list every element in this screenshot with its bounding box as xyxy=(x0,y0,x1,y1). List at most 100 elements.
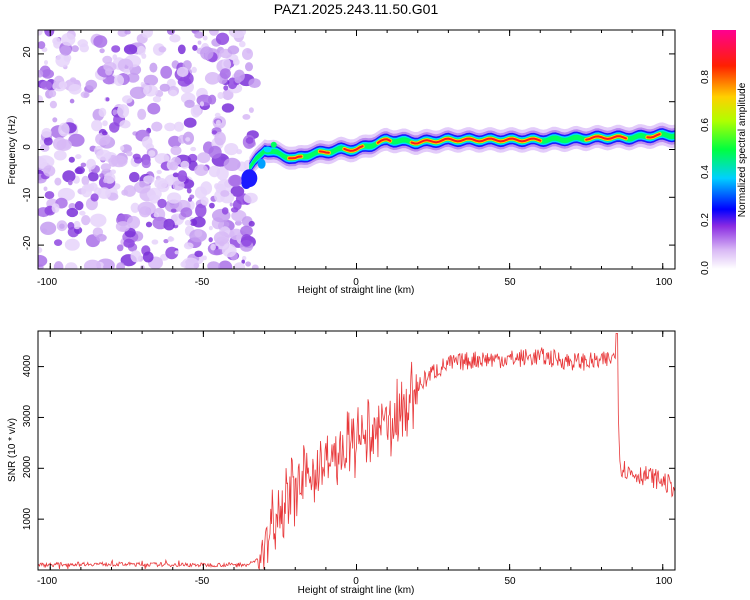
top-yaxis-label: Frequency (Hz) xyxy=(7,116,18,185)
noise-blob xyxy=(222,89,234,101)
noise-blob xyxy=(219,68,231,79)
noise-blob xyxy=(89,213,107,227)
bottom-ytick-label: 2000 xyxy=(22,455,33,478)
noise-blob xyxy=(177,44,186,55)
noise-blob xyxy=(139,206,151,218)
noise-blob xyxy=(52,137,67,151)
colorbar-label: Normalized spectral amplitude xyxy=(737,82,748,217)
bottom-xtick-label: -100 xyxy=(37,576,57,587)
noise-blob xyxy=(156,169,162,175)
noise-blob xyxy=(152,96,162,103)
noise-blob xyxy=(241,259,245,264)
noise-blob xyxy=(79,43,89,53)
noise-blob xyxy=(232,58,240,66)
noise-blob xyxy=(80,91,90,99)
noise-blob xyxy=(124,30,131,35)
noise-blob xyxy=(51,203,60,214)
noise-blob xyxy=(215,119,221,126)
noise-blob xyxy=(90,193,99,202)
top-xtick-label: 100 xyxy=(656,277,673,288)
noise-blob xyxy=(44,60,48,65)
noise-blob xyxy=(40,80,53,90)
ridge-green xyxy=(249,131,675,172)
top-xtick-label: 50 xyxy=(504,277,516,288)
noise-blob xyxy=(222,221,230,228)
noise-blob xyxy=(141,30,153,38)
noise-blob xyxy=(228,174,243,187)
spectrogram-ticks xyxy=(38,30,675,269)
noise-blob xyxy=(79,210,86,216)
noise-blob xyxy=(169,161,179,171)
noise-blob xyxy=(170,208,177,213)
noise-blob xyxy=(177,170,188,182)
ridge-core-red xyxy=(585,135,627,141)
noise-blob xyxy=(123,238,135,248)
noise-blob xyxy=(122,95,133,104)
noise-blob xyxy=(53,261,64,269)
noise-blob xyxy=(119,120,131,129)
colorbar-tick-label: 0.4 xyxy=(700,165,711,179)
noise-blob xyxy=(154,153,170,165)
noise-blob xyxy=(180,160,190,169)
noise-blob xyxy=(213,231,230,245)
noise-blob xyxy=(126,72,140,83)
noise-blob xyxy=(80,162,87,168)
bottom-ytick-label: 1000 xyxy=(22,507,33,530)
noise-blob xyxy=(64,238,80,251)
noise-blob xyxy=(81,184,92,198)
noise-blob xyxy=(143,74,159,86)
signal-blob xyxy=(270,141,277,148)
noise-blob xyxy=(93,35,108,48)
noise-blob xyxy=(149,194,161,204)
noise-blob xyxy=(242,255,247,261)
noise-blob xyxy=(169,34,181,43)
noise-blob xyxy=(62,170,76,183)
noise-blob xyxy=(173,121,184,132)
noise-blob xyxy=(126,151,133,157)
top-ytick-label: -20 xyxy=(22,235,33,250)
noise-blob xyxy=(55,53,70,68)
noise-blob xyxy=(223,157,241,171)
noise-blob xyxy=(240,225,253,237)
noise-blob xyxy=(38,41,46,50)
noise-blob xyxy=(56,220,68,232)
noise-blob xyxy=(190,146,197,152)
noise-blob xyxy=(129,171,140,183)
noise-blob xyxy=(194,250,203,257)
noise-blob xyxy=(97,187,111,199)
ridge-core-red xyxy=(343,145,364,152)
top-ytick-label: 20 xyxy=(22,46,33,58)
noise-blob xyxy=(217,92,224,99)
noise-blob xyxy=(117,104,130,119)
spectrogram-panel: -100 -50 0 50 100 Height of straight lin… xyxy=(7,29,676,296)
noise-blob xyxy=(96,234,107,242)
noise-blob xyxy=(73,79,81,85)
noise-blob xyxy=(44,30,55,37)
noise-blob xyxy=(41,127,52,138)
noise-blob xyxy=(91,119,103,132)
top-ytick-label: -10 xyxy=(22,187,33,202)
noise-blob xyxy=(151,239,159,245)
colorbar-tick-label: 0.6 xyxy=(700,118,711,132)
noise-blob xyxy=(242,114,251,120)
noise-blob xyxy=(66,207,79,218)
noise-blob xyxy=(210,243,216,251)
noise-blob xyxy=(58,81,68,89)
noise-blob xyxy=(116,262,125,269)
noise-blob xyxy=(64,262,78,269)
colorbar-tick-label: 0.0 xyxy=(700,261,711,275)
noise-blob xyxy=(153,212,159,218)
noise-blob xyxy=(75,166,85,175)
noise-blob xyxy=(214,131,226,146)
noise-blob xyxy=(67,179,73,186)
top-ytick-label: 10 xyxy=(22,93,33,105)
colorbar-tick-label: 0.8 xyxy=(700,70,711,84)
noise-blob xyxy=(115,221,130,232)
noise-blob xyxy=(43,186,48,192)
noise-blob xyxy=(233,262,246,269)
noise-blob xyxy=(218,260,233,269)
noise-blob xyxy=(75,154,82,160)
noise-blob xyxy=(53,150,67,161)
noise-blob xyxy=(167,236,175,242)
